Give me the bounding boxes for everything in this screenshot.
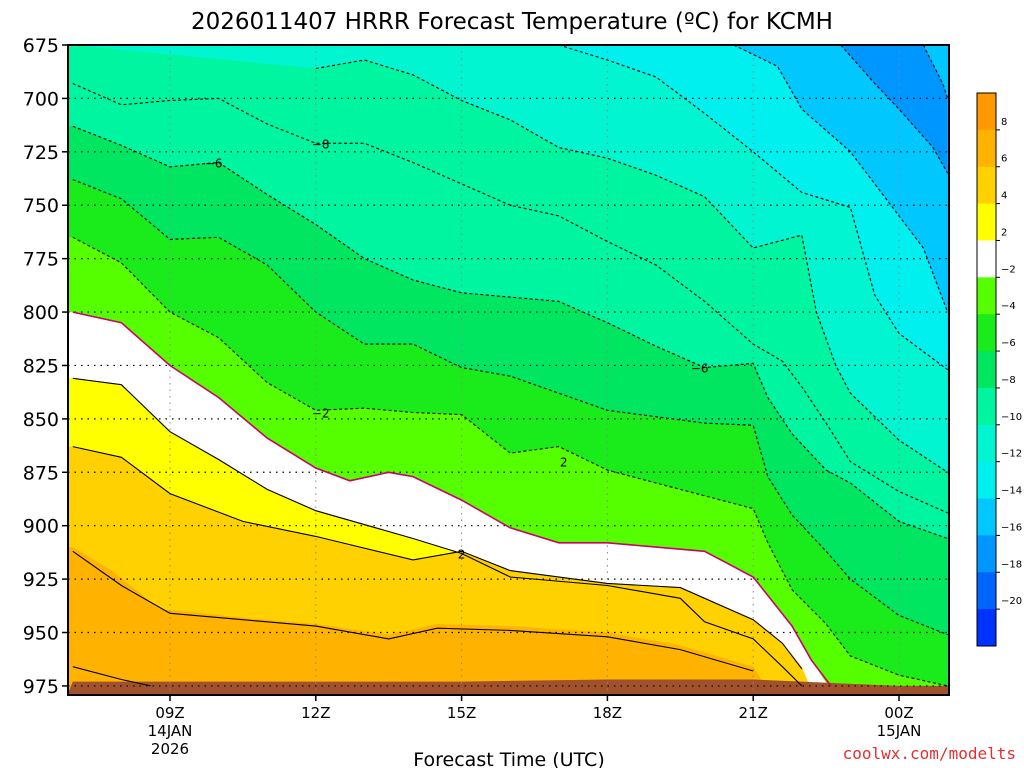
colorbar-swatch-0 [977,93,996,131]
chart-title: 2026011407 HRRR Forecast Temperature (ºC… [191,9,833,35]
contour-label-4: 2 [560,456,568,470]
colorbar-swatch-2 [977,166,996,205]
y-tick-label-7: 850 [23,409,59,431]
colorbar-swatch-12 [977,535,996,573]
colorbar-swatch-10 [977,461,996,500]
colorbar-swatch-6 [977,314,996,352]
y-tick-label-0: 675 [23,35,59,57]
contour-line-7 [72,125,948,540]
x-tick-label-4-0: 21Z [739,704,768,722]
y-tick-label-9: 900 [23,516,59,538]
contour-line-10 [558,45,948,371]
contour-line-3 [72,377,803,687]
terrain [68,679,949,695]
y-tick-label-12: 975 [23,676,59,698]
y-axis: 675 700 725 750 775 800 825 850 875 900 925 950 975 [23,35,68,698]
temperature-contours [72,45,949,687]
contour-labels: −8 −6 −6 −2 2 2 [205,137,709,561]
x-tick-label-1-0: 12Z [301,704,330,722]
colorbar-label-8: −10 [1001,412,1022,423]
colorbar-label-6: −6 [1001,338,1016,349]
colorbar-swatch-14 [977,609,996,647]
contour-line-2 [72,446,803,670]
contour-label-2: −6 [691,362,709,376]
y-tick-label-6: 825 [23,355,59,377]
colorbar-swatch-1 [977,129,996,168]
x-tick-label-2-0: 15Z [447,704,476,722]
colorbar-swatch-4 [977,240,996,278]
colorbar-swatch-13 [977,572,996,610]
colorbar-swatch-7 [977,351,996,389]
x-tick-label-0-0: 09Z [155,704,184,722]
x-tick-label-3-0: 18Z [593,704,622,722]
colorbar-frame [976,92,997,647]
colorbar-label-5: −4 [1001,301,1016,312]
colorbar-label-2: 4 [1001,191,1007,202]
colorbar-label-13: −20 [1001,596,1022,607]
contour-label-0: −8 [312,137,330,151]
terrain-fill [68,679,949,695]
x-tick-label-0-2: 2026 [151,740,189,758]
contour-line-6 [72,179,948,636]
colorbar: 8 6 4 2 −2 −4 −6 −8 −10 −12 −14 −16 −18 −20 [976,92,1022,647]
y-tick-label-2: 725 [23,142,59,164]
colorbar-swatch-11 [977,498,996,536]
contour-label-1: −6 [205,157,223,171]
x-tick-label-5-1: 15JAN [877,722,922,740]
y-tick-label-5: 800 [23,302,59,324]
colorbar-swatch-9 [977,424,996,463]
contour-line-8 [72,82,948,514]
gridlines [68,45,949,695]
colorbar-label-10: −14 [1001,486,1022,497]
plot-area: −8 −6 −6 −2 2 2 [68,45,949,695]
contour-line-4 [72,311,832,687]
colorbar-label-3: 2 [1001,227,1007,238]
y-tick-label-10: 925 [23,569,59,591]
colorbar-swatch-8 [977,387,996,426]
plot-frame [67,44,950,696]
contour-line-1 [72,550,754,672]
contour-line-12 [840,45,949,174]
contour-line-9 [315,59,948,473]
y-tick-label-1: 700 [23,88,59,110]
y-tick-label-3: 750 [23,195,59,217]
colorbar-label-9: −12 [1001,449,1022,460]
contour-line-11 [733,45,949,313]
colorbar-label-11: −16 [1001,522,1022,533]
contour-label-3: −2 [312,406,330,420]
colorbar-swatch-5 [977,277,996,315]
x-tick-label-0-1: 14JAN [148,722,193,740]
colorbar-swatch-3 [977,203,996,241]
credit-text: coolwx.com/modelts [843,744,1016,763]
colorbar-label-12: −18 [1001,559,1022,570]
x-tick-label-5-0: 00Z [884,704,913,722]
y-tick-label-11: 950 [23,623,59,645]
contour-line-0 [72,666,151,687]
contour-label-5: 2 [458,547,466,561]
colorbar-label-7: −8 [1001,375,1016,386]
y-tick-label-4: 775 [23,249,59,271]
x-axis-label: Forecast Time (UTC) [413,749,604,768]
contour-line-5 [72,236,948,687]
y-tick-label-8: 875 [23,462,59,484]
colorbar-label-1: 6 [1001,154,1007,165]
colorbar-label-4: −2 [1001,264,1016,275]
colorbar-label-0: 8 [1001,117,1007,128]
temperature-fills [68,45,948,695]
fill-band-11 [68,547,768,695]
